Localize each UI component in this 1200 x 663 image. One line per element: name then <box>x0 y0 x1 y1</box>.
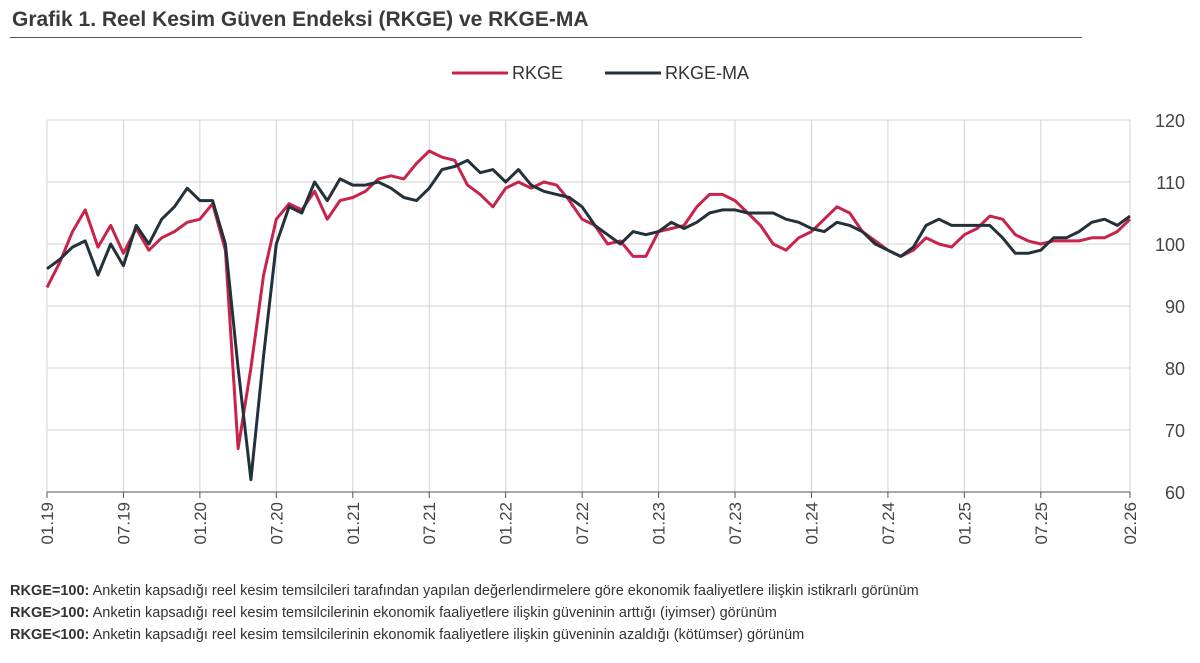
y-tick-label: 60 <box>1165 483 1185 503</box>
note-text: Anketin kapsadığı reel kesim temsilciler… <box>89 627 805 643</box>
x-tick-label: 07.21 <box>420 502 439 545</box>
chart-legend: RKGE RKGE-MA <box>452 63 749 83</box>
legend-label-rkge-ma: RKGE-MA <box>665 63 749 83</box>
note-text: Anketin kapsadığı reel kesim temsilciler… <box>89 583 919 599</box>
note-line: RKGE=100: Anketin kapsadığı reel kesim t… <box>10 580 919 602</box>
note-term: RKGE=100: <box>10 583 90 599</box>
note-term: RKGE<100: <box>10 627 90 643</box>
chart-title: Grafik 1. Reel Kesim Güven Endeksi (RKGE… <box>12 8 589 31</box>
x-tick-label: 02.26 <box>1121 502 1140 545</box>
y-tick-label: 70 <box>1165 421 1185 441</box>
series-line-rkge-ma <box>46 158 1131 482</box>
chart-axes: 60 70 80 90 100 110 120 01.19 07.19 01.20 07.20 01.… <box>38 111 1185 545</box>
legend-label-rkge: RKGE <box>512 63 563 83</box>
x-tick-label: 01.21 <box>344 502 363 545</box>
series-lines <box>45 149 1132 482</box>
note-line: RKGE>100: Anketin kapsadığı reel kesim t… <box>10 602 919 624</box>
y-tick-label: 90 <box>1165 297 1185 317</box>
x-tick-label: 07.25 <box>1032 502 1051 545</box>
x-tick-label: 07.20 <box>267 502 286 545</box>
x-tick-label: 01.22 <box>497 502 516 545</box>
x-tick-label: 01.20 <box>191 502 210 545</box>
y-tick-label: 80 <box>1165 359 1185 379</box>
note-line: RKGE<100: Anketin kapsadığı reel kesim t… <box>10 624 919 646</box>
series-line-rkge <box>45 149 1132 451</box>
x-tick-label: 01.19 <box>38 502 57 545</box>
x-tick-label: 01.25 <box>955 502 974 545</box>
x-tick-label: 07.24 <box>879 502 898 545</box>
note-text: Anketin kapsadığı reel kesim temsilciler… <box>89 605 777 621</box>
x-tick-label: 01.24 <box>802 502 821 545</box>
y-tick-label: 110 <box>1156 173 1185 193</box>
y-tick-label: 100 <box>1155 235 1185 255</box>
title-divider <box>10 37 1082 38</box>
x-tick-label: 07.19 <box>114 502 133 545</box>
line-chart: 60 70 80 90 100 110 120 01.19 07.19 01.20 07.20 01.… <box>38 63 1185 545</box>
y-tick-label: 120 <box>1155 111 1185 131</box>
grid-lines <box>46 119 1131 492</box>
x-tick-label: 07.22 <box>573 502 592 545</box>
definition-notes: RKGE=100: Anketin kapsadığı reel kesim t… <box>10 580 919 646</box>
x-tick-label: 01.23 <box>650 502 669 545</box>
note-term: RKGE>100: <box>10 605 90 621</box>
x-tick-label: 07.23 <box>726 502 745 545</box>
